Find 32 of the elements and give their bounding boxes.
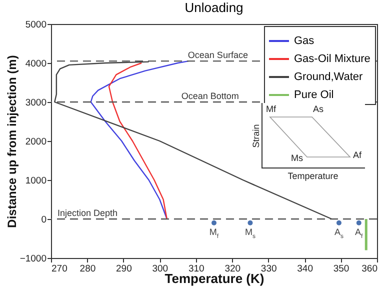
annotation: Mf xyxy=(266,104,276,114)
y-axis-title: Distance up from injection (m) xyxy=(4,55,19,228)
y-tick-label: −1000 xyxy=(20,254,46,264)
x-tick-label: 350 xyxy=(333,264,350,274)
chart-title: Unloading xyxy=(184,0,244,15)
annotation: A$_{f}$ xyxy=(355,226,364,240)
y-tick-label: 4000 xyxy=(25,58,46,70)
legend-label: Gas xyxy=(294,35,315,47)
x-tick-label: 340 xyxy=(297,264,313,274)
x-tick-label: 270 xyxy=(52,264,68,274)
ref-line-label: Injection Depth xyxy=(58,208,118,218)
legend-label: Gas-Oil Mixture xyxy=(294,53,370,65)
legend-label: Pure Oil xyxy=(294,89,334,101)
ref-line-label: Ocean Bottom xyxy=(181,91,239,101)
y-tick-label: 5000 xyxy=(25,20,46,30)
y-tick-label: 2000 xyxy=(25,136,46,148)
legend-label: Ground,Water xyxy=(294,71,364,83)
y-tick-label: 3000 xyxy=(25,98,46,108)
annotation: As xyxy=(313,104,324,114)
annotation: A$_{s}$ xyxy=(334,226,344,240)
y-tick-label: 0 xyxy=(41,214,46,226)
text: Temperature xyxy=(288,171,338,181)
x-tick-label: 280 xyxy=(80,264,96,274)
ref-line-label: Ocean Surface xyxy=(188,50,248,60)
annotation: M$_{f}$ xyxy=(209,226,219,240)
y-tick-label: 1000 xyxy=(25,176,46,186)
x-tick-label: 290 xyxy=(116,264,132,274)
annotation: Af xyxy=(353,150,362,160)
annotation: M$_{s}$ xyxy=(244,226,256,240)
annotation: Ms xyxy=(291,153,304,163)
text: Strain xyxy=(251,124,261,148)
x-tick-label: 360 xyxy=(362,264,378,274)
